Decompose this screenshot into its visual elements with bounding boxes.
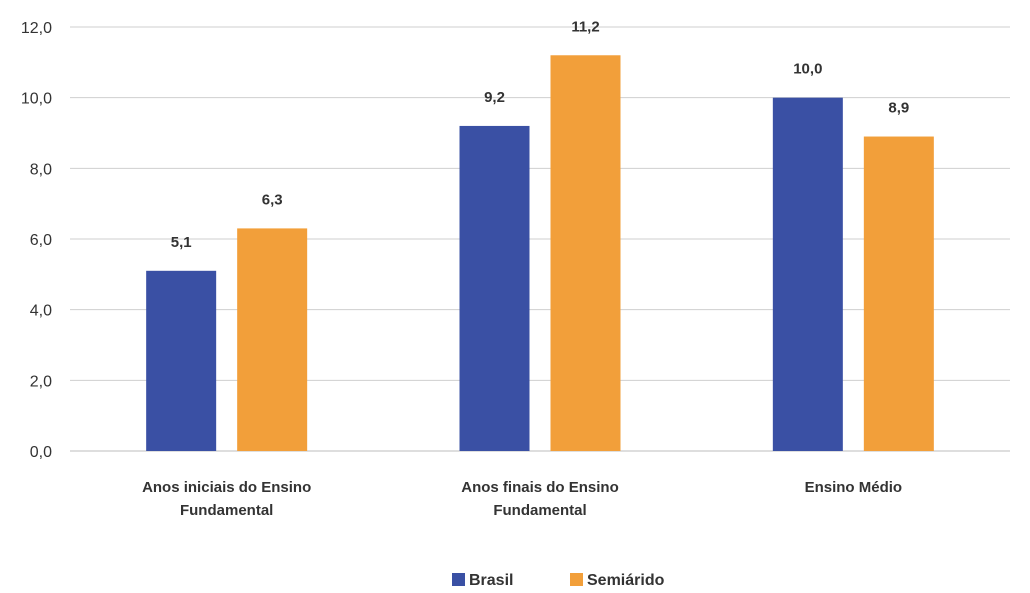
- x-category-label: Anos finais do Ensino: [461, 479, 619, 496]
- legend-label: Brasil: [469, 572, 513, 589]
- bar-brasil: [146, 270, 217, 451]
- legend: Brasil Semiárido: [452, 572, 665, 589]
- data-label: 8,9: [888, 100, 909, 117]
- legend-label: Semiárido: [587, 572, 665, 589]
- x-category-label: Anos iniciais do Ensino: [142, 479, 311, 496]
- grid-lines: [70, 26, 1010, 452]
- y-tick-label: 8,0: [30, 161, 52, 178]
- x-category-label: Fundamental: [493, 502, 586, 519]
- x-category-label: Fundamental: [180, 502, 273, 519]
- data-label: 6,3: [262, 191, 283, 208]
- y-tick-label: 6,0: [30, 232, 52, 249]
- y-tick-label: 10,0: [21, 91, 52, 108]
- bar-brasil: [772, 97, 843, 452]
- bars: [146, 55, 934, 452]
- bar-semirido: [550, 55, 621, 452]
- data-label: 11,2: [571, 18, 599, 35]
- legend-swatch: [452, 573, 465, 586]
- bar-semirido: [237, 228, 308, 451]
- data-labels: 5,1 6,3 9,2 11,2 10,0 8,9: [171, 18, 910, 251]
- data-label: 5,1: [171, 234, 192, 251]
- data-label: 9,2: [484, 89, 505, 106]
- y-tick-label: 0,0: [30, 444, 52, 461]
- y-axis: 0,0 2,0 4,0 6,0 8,0 10,0 12,0: [21, 20, 52, 461]
- y-tick-label: 4,0: [30, 303, 52, 320]
- data-label: 10,0: [793, 61, 822, 78]
- legend-swatch: [570, 573, 583, 586]
- y-tick-label: 12,0: [21, 20, 52, 37]
- x-axis: Anos iniciais do Ensino Fundamental Anos f…: [142, 479, 902, 519]
- bar-brasil: [459, 125, 530, 451]
- y-tick-label: 2,0: [30, 373, 52, 390]
- x-category-label: Ensino Médio: [805, 479, 903, 496]
- bar-semirido: [863, 136, 934, 452]
